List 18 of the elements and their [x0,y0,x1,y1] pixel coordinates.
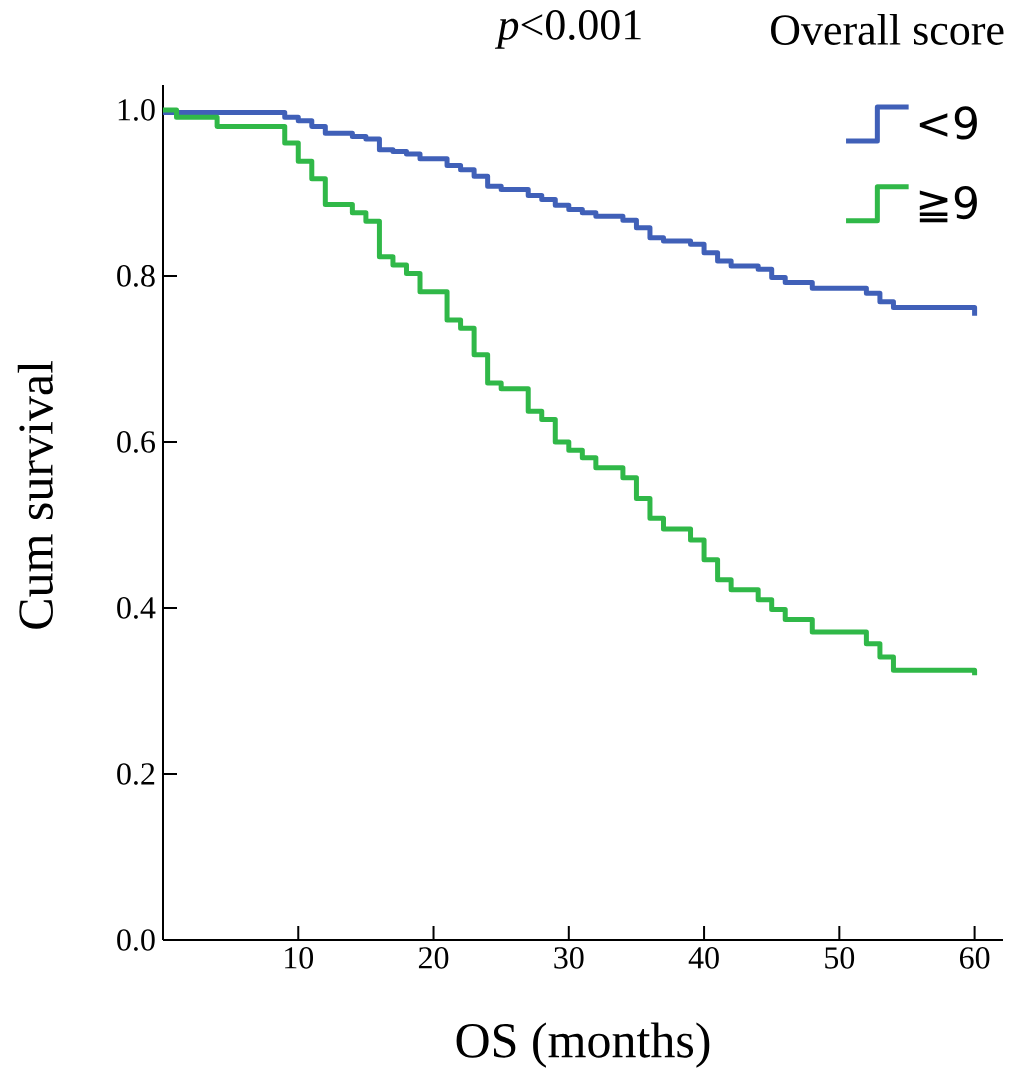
text: p<0.001 [494,10,641,49]
x-tick-label: 10 [285,947,314,969]
x-tick-label: 40 [688,947,719,969]
x-axis-title: OS (months) [456,1022,710,1068]
y-tick-label: 0.4 [117,597,156,619]
y-tick-label: 0.6 [117,431,155,453]
y-axis-title: Cum survival [17,360,53,629]
legend-label: ≧9 [919,185,977,223]
y-tick-label: 1.0 [118,99,155,121]
y-tick-label: 0.0 [117,929,155,951]
x-tick-label: 60 [959,947,990,969]
x-tick-label: 50 [825,947,855,969]
legend-title: Overall score [771,13,1004,45]
legend-label: <9 [919,106,977,140]
x-tick-label: 30 [554,947,584,969]
y-tick-label: 0.8 [117,265,155,287]
y-tick-label: 0.2 [117,763,155,785]
x-tick-label: 20 [418,947,449,969]
